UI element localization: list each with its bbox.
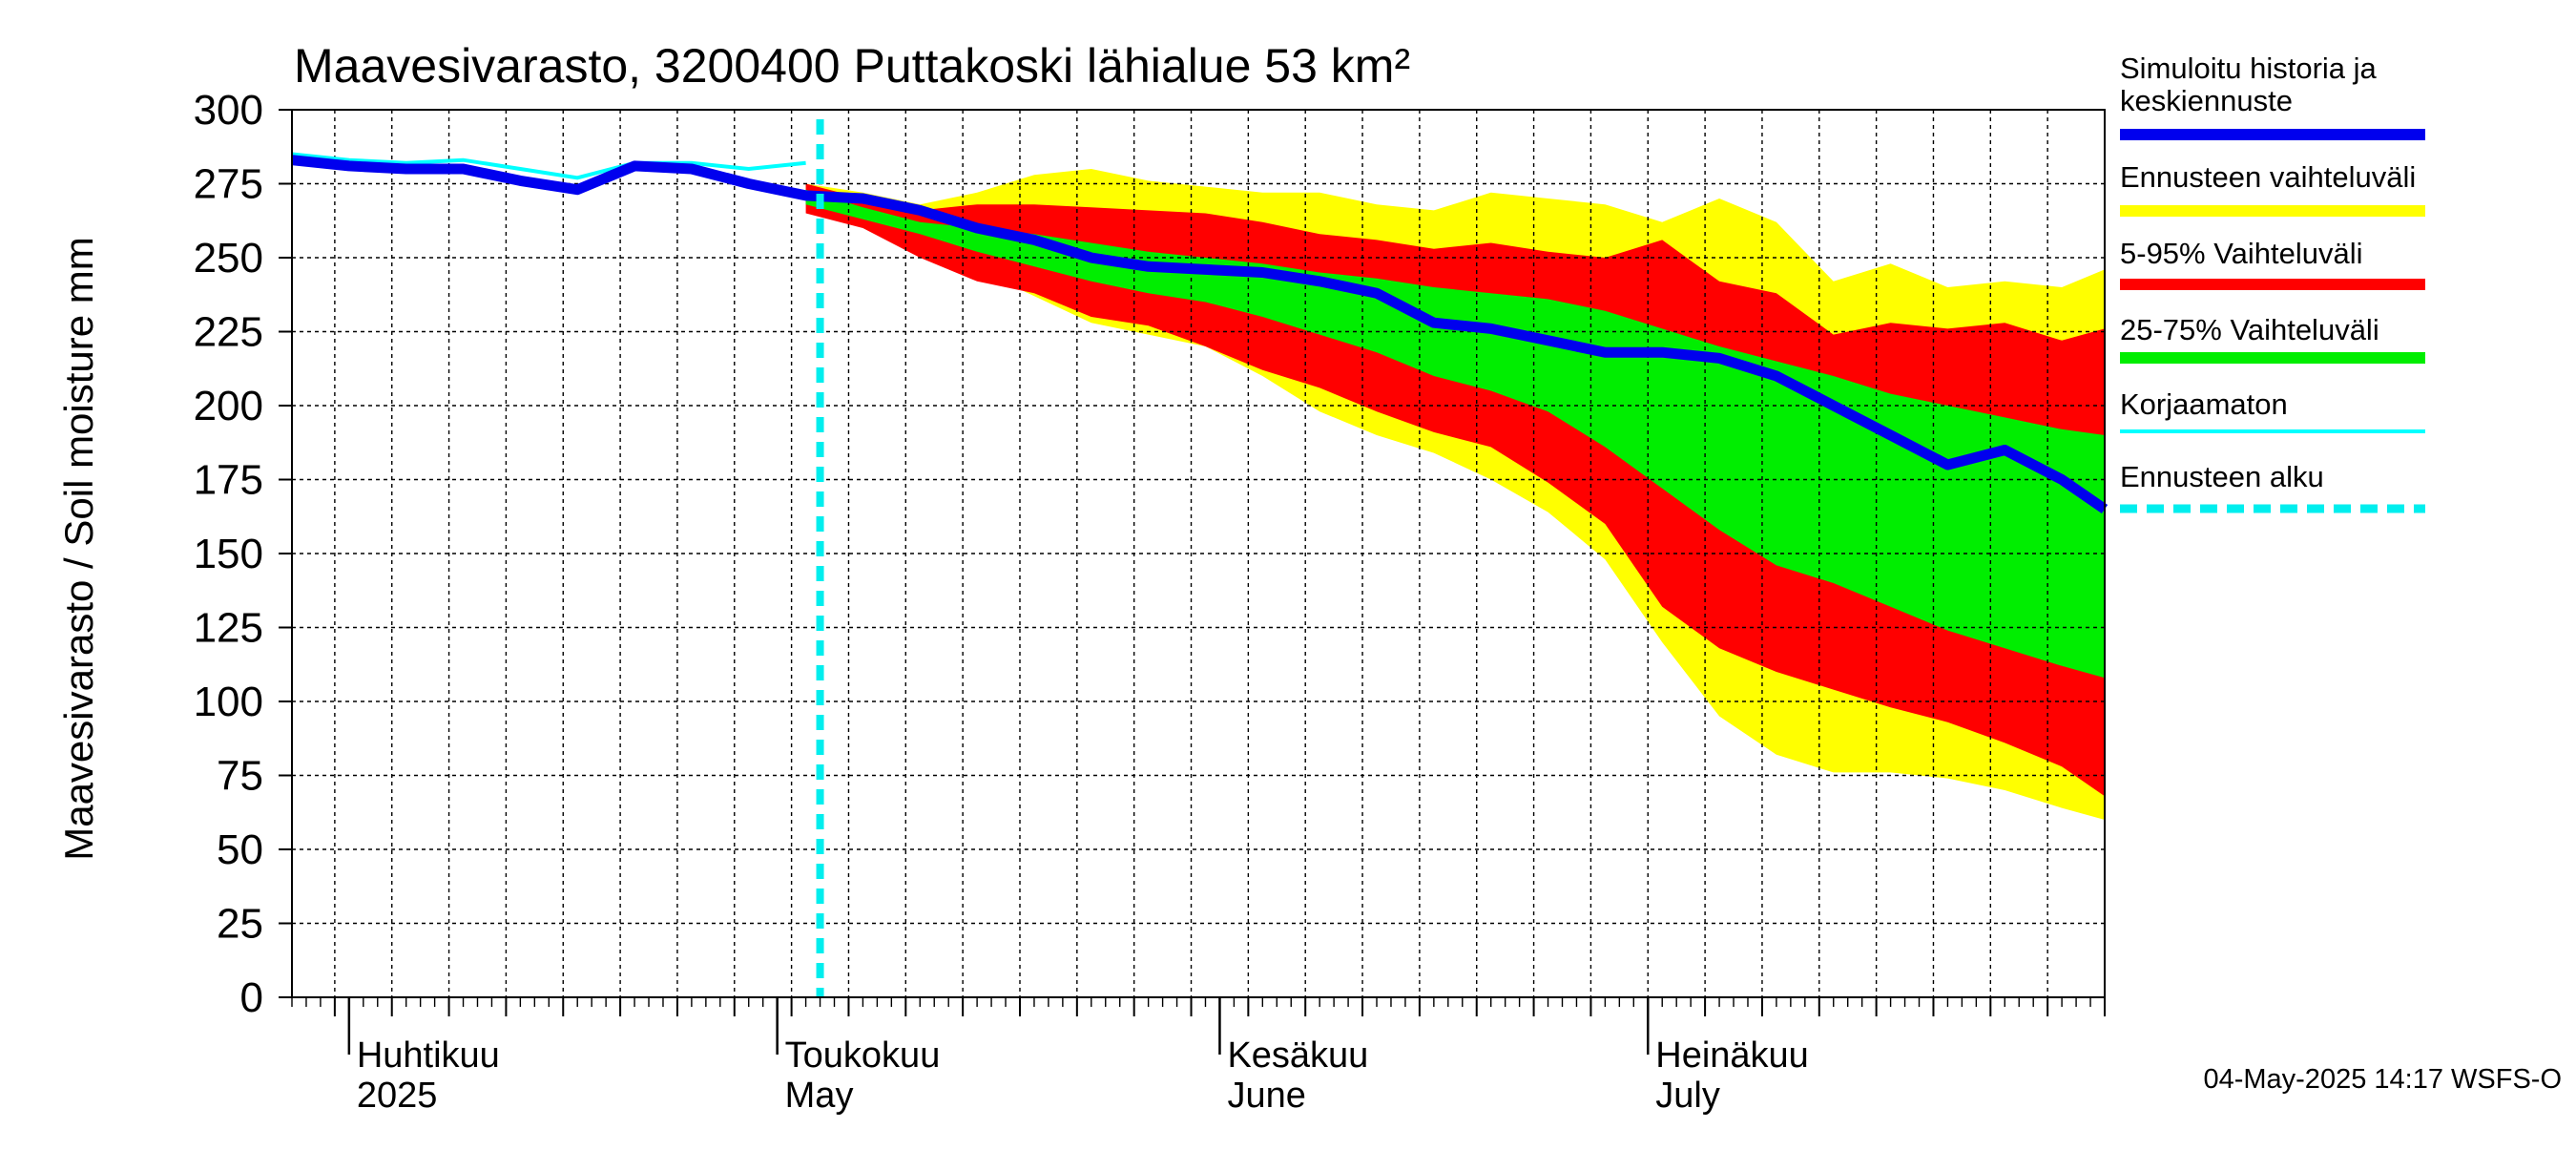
legend-label: Simuloitu historia ja xyxy=(2120,52,2378,85)
legend-label: 25-75% Vaihteluväli xyxy=(2120,313,2379,346)
y-tick-label: 250 xyxy=(194,235,263,282)
y-tick-label: 225 xyxy=(194,309,263,356)
chart-title: Maavesivarasto, 3200400 Puttakoski lähia… xyxy=(294,39,1410,93)
y-tick-label: 150 xyxy=(194,531,263,577)
series-simulated xyxy=(291,155,2109,514)
y-tick-label: 50 xyxy=(217,826,263,873)
y-tick-label: 275 xyxy=(194,161,263,208)
x-month-sublabel: June xyxy=(1227,1076,1305,1116)
band-5-95 xyxy=(805,183,2105,797)
y-tick-label: 25 xyxy=(217,901,263,948)
x-month-label: Heinäkuu xyxy=(1655,1035,1809,1076)
forecast-bands xyxy=(805,169,2105,820)
x-month-sublabel: May xyxy=(785,1076,854,1116)
y-tick-label: 200 xyxy=(194,383,263,429)
band-25-75 xyxy=(805,189,2105,679)
y-tick-label: 300 xyxy=(194,87,263,134)
legend-label: Ennusteen vaihteluväli xyxy=(2120,160,2416,194)
timestamp-label: 04-May-2025 14:17 WSFS-O xyxy=(2203,1064,2562,1095)
y-axis-ticks: 0 25 50 75 100 125 150 175 200 225 250 275 300 xyxy=(194,87,292,1021)
x-month-label: Toukokuu xyxy=(785,1035,941,1076)
x-month-sublabel: 2025 xyxy=(357,1076,438,1116)
x-month-label: Kesäkuu xyxy=(1227,1035,1368,1076)
y-tick-label: 0 xyxy=(240,974,263,1021)
y-tick-label: 125 xyxy=(194,605,263,652)
legend-label: 5-95% Vaihteluväli xyxy=(2120,237,2362,270)
x-month-sublabel: July xyxy=(1655,1076,1720,1116)
series-korjaamaton xyxy=(291,152,806,180)
legend-label: Korjaamaton xyxy=(2120,387,2288,421)
y-tick-label: 100 xyxy=(194,679,263,725)
y-axis-label: Maavesivarasto / Soil moisture mm xyxy=(56,237,101,861)
legend-label-line2: keskiennuste xyxy=(2120,84,2293,117)
y-tick-label: 175 xyxy=(194,457,263,504)
legend-label: Ennusteen alku xyxy=(2120,460,2324,493)
series-lines xyxy=(291,119,2109,997)
x-month-label: Huhtikuu xyxy=(357,1035,500,1076)
y-tick-label: 75 xyxy=(217,753,263,800)
